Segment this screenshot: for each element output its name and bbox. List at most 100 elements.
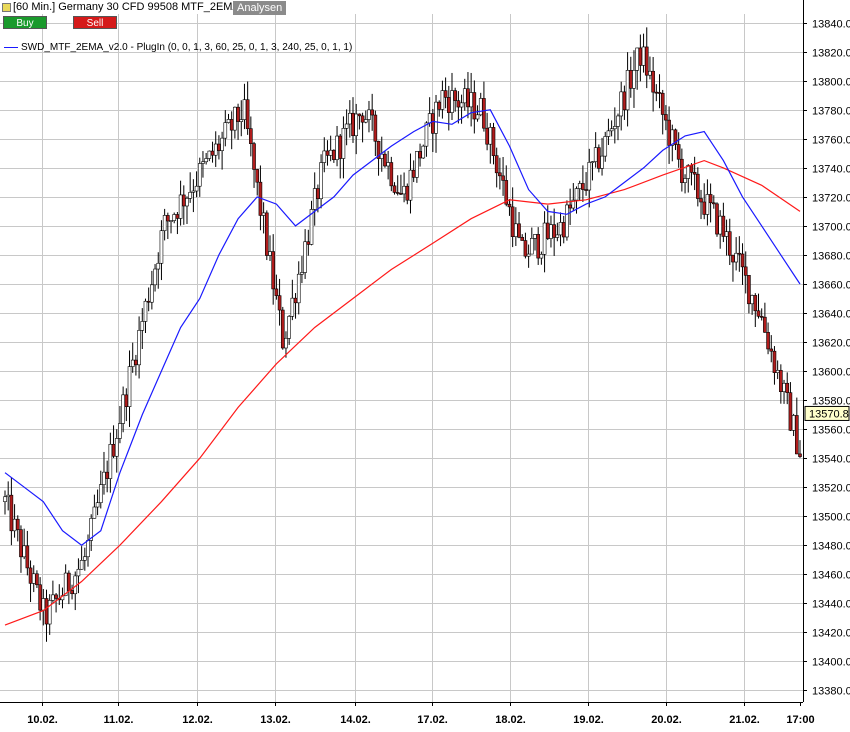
- candle-body: [667, 119, 671, 146]
- candle-body: [249, 128, 253, 144]
- candle-body: [411, 169, 416, 178]
- candle-body: [702, 201, 707, 215]
- candle-body: [402, 185, 406, 195]
- ema-slow-line: [4, 159, 801, 626]
- y-tick-label: 13500.00: [812, 512, 850, 524]
- x-tick-label: 10.02.: [27, 714, 58, 726]
- candle-body: [568, 204, 572, 209]
- candle-body: [108, 444, 113, 479]
- x-tick-label: 17.02.: [417, 714, 448, 726]
- candle-body: [798, 453, 802, 457]
- sell-button[interactable]: Sell: [73, 16, 117, 29]
- candle-body: [354, 113, 359, 137]
- candle-body: [335, 135, 339, 160]
- candle-body: [648, 70, 652, 76]
- candle-body: [124, 394, 129, 407]
- candle-body: [44, 598, 49, 625]
- ema-fast-line: [4, 109, 801, 546]
- y-tick-label: 13720.00: [812, 193, 850, 205]
- last-price-label: 13570.8: [809, 408, 849, 420]
- candle-body: [325, 150, 330, 156]
- candle-body: [166, 215, 170, 222]
- x-tick-label: 20.02.: [651, 714, 682, 726]
- candle-body: [95, 502, 100, 508]
- candle-body: [731, 254, 735, 263]
- candle-body: [613, 126, 617, 130]
- candle-body: [638, 47, 643, 66]
- candle-body: [507, 203, 512, 208]
- candle-body: [162, 215, 167, 232]
- candle-body: [539, 254, 544, 259]
- candle-body: [561, 222, 566, 238]
- candle-body: [526, 253, 531, 257]
- candle-body: [740, 253, 745, 268]
- candle-body: [191, 190, 196, 193]
- candle-body: [708, 194, 713, 204]
- candle-body: [178, 194, 183, 219]
- candle-body: [737, 252, 742, 255]
- candle-body: [405, 185, 410, 201]
- candle-body: [705, 194, 710, 215]
- candle-body: [70, 590, 74, 595]
- candle-body: [296, 273, 301, 304]
- candle-body: [574, 188, 579, 201]
- candle-body: [277, 295, 282, 311]
- candle-body: [92, 506, 97, 519]
- candle-body: [111, 444, 116, 457]
- candle-body: [421, 145, 426, 159]
- candle-body: [274, 288, 279, 296]
- legend-label: SWD_MTF_2EMA_v2.0 - PlugIn (0, 0, 1, 3, …: [21, 42, 353, 53]
- candle-body: [35, 573, 39, 586]
- candle-body: [689, 164, 694, 173]
- candle-body: [389, 162, 394, 187]
- candle-body: [644, 46, 649, 76]
- candle-body: [545, 222, 550, 239]
- candle-body: [399, 193, 403, 195]
- candle-body: [514, 223, 518, 237]
- candle-body: [446, 97, 451, 113]
- candle-body: [300, 272, 304, 275]
- x-tick-label: 13.02.: [260, 714, 291, 726]
- candle-body: [466, 88, 470, 108]
- candle-body: [41, 598, 46, 611]
- candle-body: [756, 310, 761, 317]
- y-tick-label: 13620.00: [812, 338, 850, 350]
- y-tick-label: 13760.00: [812, 135, 850, 147]
- candle-body: [226, 119, 231, 123]
- candle-body: [791, 415, 796, 431]
- y-tick-label: 13660.00: [812, 280, 850, 292]
- candle-body: [22, 545, 26, 558]
- y-tick-label: 13780.00: [812, 106, 850, 118]
- x-tick-label: 21.02.: [729, 714, 760, 726]
- candle-body: [498, 172, 502, 177]
- candle-body: [341, 128, 346, 159]
- candle-body: [632, 69, 636, 89]
- candle-body: [523, 240, 528, 257]
- candle-body: [194, 185, 199, 192]
- candle-body: [565, 204, 569, 238]
- candle-body: [542, 222, 547, 255]
- x-tick-label: 11.02.: [104, 714, 134, 726]
- candle-body: [150, 284, 154, 303]
- y-tick-label: 13400.00: [812, 657, 850, 669]
- buy-button[interactable]: Buy: [3, 16, 47, 29]
- candle-body: [721, 215, 726, 237]
- candle-body: [287, 316, 291, 339]
- candle-body: [743, 266, 748, 276]
- indicator-legend[interactable]: SWD_MTF_2EMA_v2.0 - PlugIn (0, 0, 1, 3, …: [4, 42, 352, 53]
- candle-body: [25, 545, 30, 569]
- candle-body: [316, 188, 320, 200]
- x-tick-label: 12.02.: [182, 714, 213, 726]
- y-tick-label: 13520.00: [812, 483, 850, 495]
- candle-body: [683, 178, 687, 183]
- candle-body: [185, 197, 189, 207]
- candle-body: [322, 150, 327, 163]
- y-tick-label: 13580.00: [812, 396, 850, 408]
- candle-body: [338, 135, 343, 159]
- candle-body: [360, 115, 365, 123]
- analysen-button[interactable]: Analysen: [233, 1, 287, 15]
- candle-body: [782, 382, 786, 392]
- candle-body: [290, 297, 295, 317]
- candle-body: [268, 251, 272, 256]
